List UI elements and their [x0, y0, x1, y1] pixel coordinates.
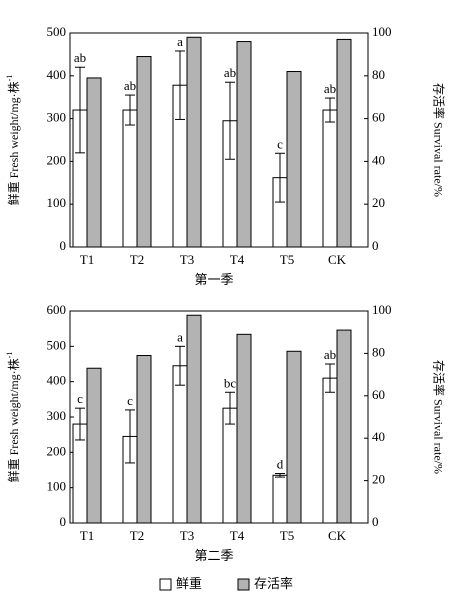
legend-swatch — [237, 578, 250, 591]
x-axis-label: 第一季 — [194, 272, 233, 287]
y-axis-label: 鲜重 Fresh weight/mg·株-1 — [5, 352, 21, 483]
y2-tick-label: 60 — [372, 387, 385, 402]
legend-label: 存活率 — [254, 576, 293, 591]
x-tick-label: T2 — [130, 252, 144, 267]
bar — [136, 355, 152, 524]
y-tick-label: 100 — [47, 479, 67, 494]
y2-axis-label: 存活率 Survival rate/% — [431, 83, 446, 197]
y-tick-label: 300 — [47, 408, 67, 423]
x-tick-label: CK — [328, 528, 347, 543]
x-tick-label: T3 — [180, 252, 194, 267]
bar — [122, 109, 138, 248]
bar — [322, 377, 338, 524]
y2-tick-label: 100 — [372, 24, 392, 39]
y-tick-label: 0 — [60, 514, 67, 529]
x-tick-label: T5 — [280, 528, 294, 543]
x-axis-label: 第二季 — [194, 548, 233, 563]
y-axis-label-sup: -1 — [5, 352, 14, 359]
significance-letter: ab — [324, 347, 336, 362]
y-axis-label-main: 鲜重 Fresh weight/mg·株 — [6, 81, 21, 205]
bar — [186, 314, 202, 524]
y-axis-label-main: 鲜重 Fresh weight/mg·株 — [6, 358, 21, 482]
y2-tick-label: 40 — [372, 152, 385, 167]
bar — [322, 109, 338, 248]
bar — [286, 350, 302, 524]
y2-tick-label: 100 — [372, 302, 392, 317]
y-axis-label: 鲜重 Fresh weight/mg·株-1 — [5, 75, 21, 206]
y-tick-label: 400 — [47, 373, 67, 388]
y2-tick-label: 80 — [372, 344, 385, 359]
significance-letter: ab — [224, 65, 236, 80]
bar — [86, 367, 102, 524]
significance-letter: ab — [74, 50, 86, 65]
x-tick-label: T1 — [80, 528, 94, 543]
legend-label: 鲜重 — [176, 576, 202, 591]
x-tick-label: T2 — [130, 528, 144, 543]
y-tick-label: 0 — [60, 238, 67, 253]
y-tick-label: 200 — [47, 152, 67, 167]
bar — [336, 329, 352, 524]
y2-tick-label: 0 — [372, 238, 379, 253]
y-tick-label: 100 — [47, 195, 67, 210]
y2-tick-label: 0 — [372, 514, 379, 529]
y2-axis-label: 存活率 Survival rate/% — [431, 360, 446, 474]
y-axis-label-sup: -1 — [5, 75, 14, 82]
x-tick-label: T5 — [280, 252, 294, 267]
x-tick-label: T4 — [230, 528, 245, 543]
bar — [186, 36, 202, 248]
bar — [172, 365, 188, 524]
y2-tick-label: 20 — [372, 195, 385, 210]
bar — [86, 77, 102, 248]
y-tick-label: 400 — [47, 67, 67, 82]
y-tick-label: 200 — [47, 443, 67, 458]
bar — [336, 38, 352, 248]
y2-tick-label: 60 — [372, 110, 385, 125]
x-tick-label: T3 — [180, 528, 194, 543]
significance-letter: a — [177, 34, 183, 49]
y2-tick-label: 80 — [372, 67, 385, 82]
y-tick-label: 300 — [47, 110, 67, 125]
significance-letter: c — [77, 391, 83, 406]
significance-letter: a — [177, 329, 183, 344]
y-tick-label: 600 — [47, 302, 67, 317]
bar — [236, 41, 252, 248]
significance-letter: c — [277, 136, 283, 151]
significance-letter: ab — [124, 78, 136, 93]
significance-letter: ab — [324, 81, 336, 96]
bar — [236, 333, 252, 524]
y2-tick-label: 40 — [372, 429, 385, 444]
bar — [272, 474, 288, 524]
plot-frame — [69, 32, 369, 248]
x-tick-label: CK — [328, 252, 347, 267]
significance-letter: d — [277, 457, 284, 472]
bar — [136, 56, 152, 248]
bar — [222, 407, 238, 524]
bar — [286, 71, 302, 248]
y-tick-label: 500 — [47, 337, 67, 352]
significance-letter: c — [127, 393, 133, 408]
legend-swatch — [159, 578, 172, 591]
x-tick-label: T4 — [230, 252, 245, 267]
y-tick-label: 500 — [47, 24, 67, 39]
x-tick-label: T1 — [80, 252, 94, 267]
y2-tick-label: 20 — [372, 472, 385, 487]
significance-letter: bc — [224, 375, 237, 390]
